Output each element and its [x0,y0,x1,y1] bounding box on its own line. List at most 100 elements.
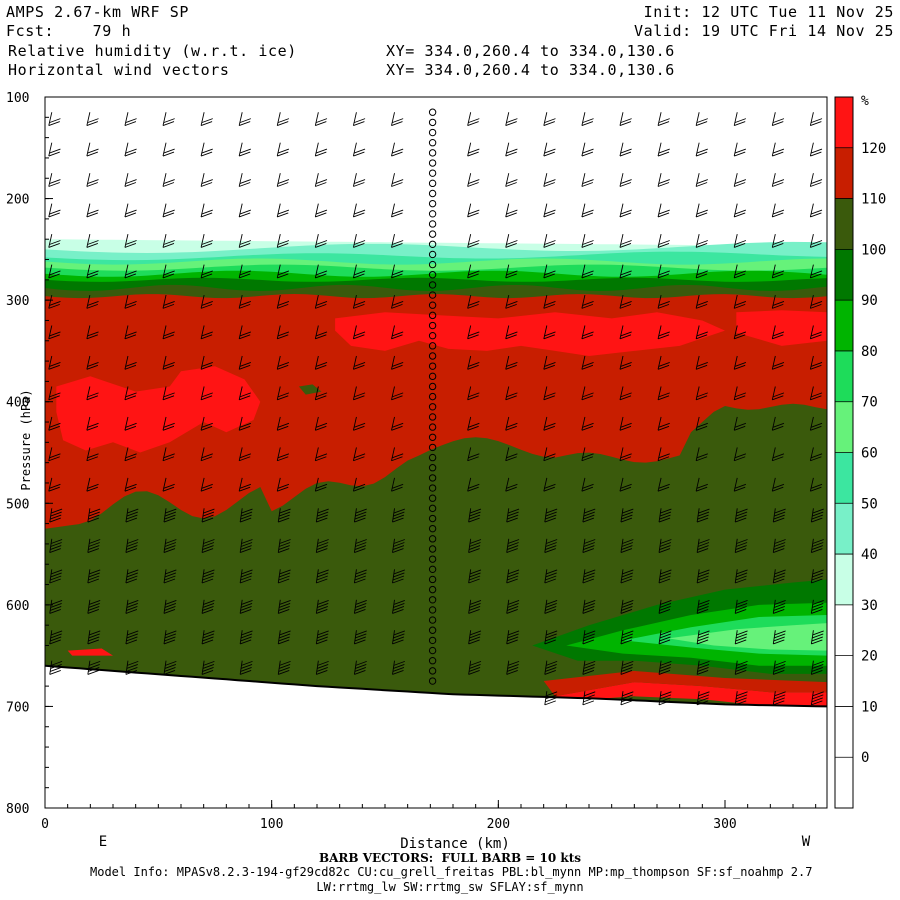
barb-flag [812,633,824,639]
barb-staff [162,477,167,492]
barb-flag [810,422,823,428]
y-axis-label: Pressure (hPa) [19,389,33,490]
barb-flag [698,691,710,697]
barb-staff [392,569,395,584]
barb-staff [124,234,129,248]
barb-flag [505,364,517,370]
barb-flag [279,539,291,544]
barb-flag [202,542,215,547]
barb-staff [809,325,814,339]
barb-flag [316,578,328,584]
barb-flag [659,606,671,611]
barb-flag [50,539,63,544]
barb-staff [695,477,700,492]
barb-staff [505,264,510,279]
barb-staff [657,173,662,187]
barb-staff [772,630,776,645]
y-tick-label: 600 [6,599,29,614]
barb-flag [468,361,480,367]
barb-flag [89,508,101,514]
barb-staff [810,599,814,614]
barb-staff [619,234,624,248]
barb-flag [88,542,100,547]
barb-flag [581,303,594,309]
barb-staff [87,508,91,523]
barb-flag [810,456,822,462]
barb-flag [392,548,404,553]
barb-staff [276,416,281,431]
barb-flag [544,453,556,459]
barb-flag [659,636,671,642]
barb-flag [316,575,328,581]
barb-flag [735,700,747,706]
barb-flag [125,517,138,523]
barb-flag [124,486,137,492]
barb-flag [658,392,670,398]
barb-flag [48,243,60,248]
barb-staff [467,416,472,431]
barb-flag [659,633,672,639]
barb-staff [49,599,53,614]
barb-staff [48,264,53,279]
barb-flag [393,569,405,575]
barb-staff [809,416,814,431]
barb-flag [89,600,101,605]
barb-flag [734,118,747,124]
calm-circle [428,331,437,340]
barb-flag [124,303,137,309]
barb-flag [200,486,213,492]
calm-circle [428,250,437,259]
barb-staff [505,355,510,370]
barb-staff [87,630,91,645]
barb-flag [468,270,480,276]
barb-staff [619,416,624,431]
barb-flag [621,663,634,669]
barb-flag [468,606,481,611]
calm-circle [428,230,437,238]
barb-flag [162,395,175,401]
barb-flag [468,118,480,124]
barb-flag [505,182,517,187]
barb-flag [660,660,672,666]
barb-flag [239,483,251,489]
forecast-hour: Fcst: 79 h [6,22,132,40]
barb-flag [277,395,289,401]
barb-flag [354,666,367,672]
barb-flag [507,569,520,575]
barb-flag [772,392,785,398]
barb-flag [203,630,215,636]
barb-flag [125,639,138,645]
barb-staff [657,112,662,126]
barb-staff [468,630,472,645]
barb-flag [696,331,708,337]
barb-flag [697,514,709,520]
barb-staff [505,477,510,492]
barb-staff [695,447,700,461]
barb-flag [543,243,555,248]
barb-flag [812,539,824,544]
barb-flag [201,179,213,184]
barb-flag [240,548,252,553]
barb-flag [544,578,556,584]
barb-staff [543,325,548,339]
barb-flag [201,422,213,428]
barb-flag [811,669,823,675]
barb-flag [391,182,403,187]
barb-flag [278,669,290,675]
barb-flag [49,548,61,553]
barb-staff [391,416,395,431]
barb-flag [581,425,594,431]
barb-flag [697,663,710,669]
barb-flag [620,240,632,245]
barb-flag [125,240,137,245]
barb-flag [543,212,555,218]
barb-staff [391,264,395,279]
y-tick-label: 800 [6,802,29,817]
barb-staff [391,112,395,126]
barb-flag [48,425,60,431]
barb-flag [584,539,596,544]
barb-flag [89,569,101,575]
barb-flag [810,395,822,401]
barb-flag [621,636,633,642]
barb-flag [49,517,61,523]
